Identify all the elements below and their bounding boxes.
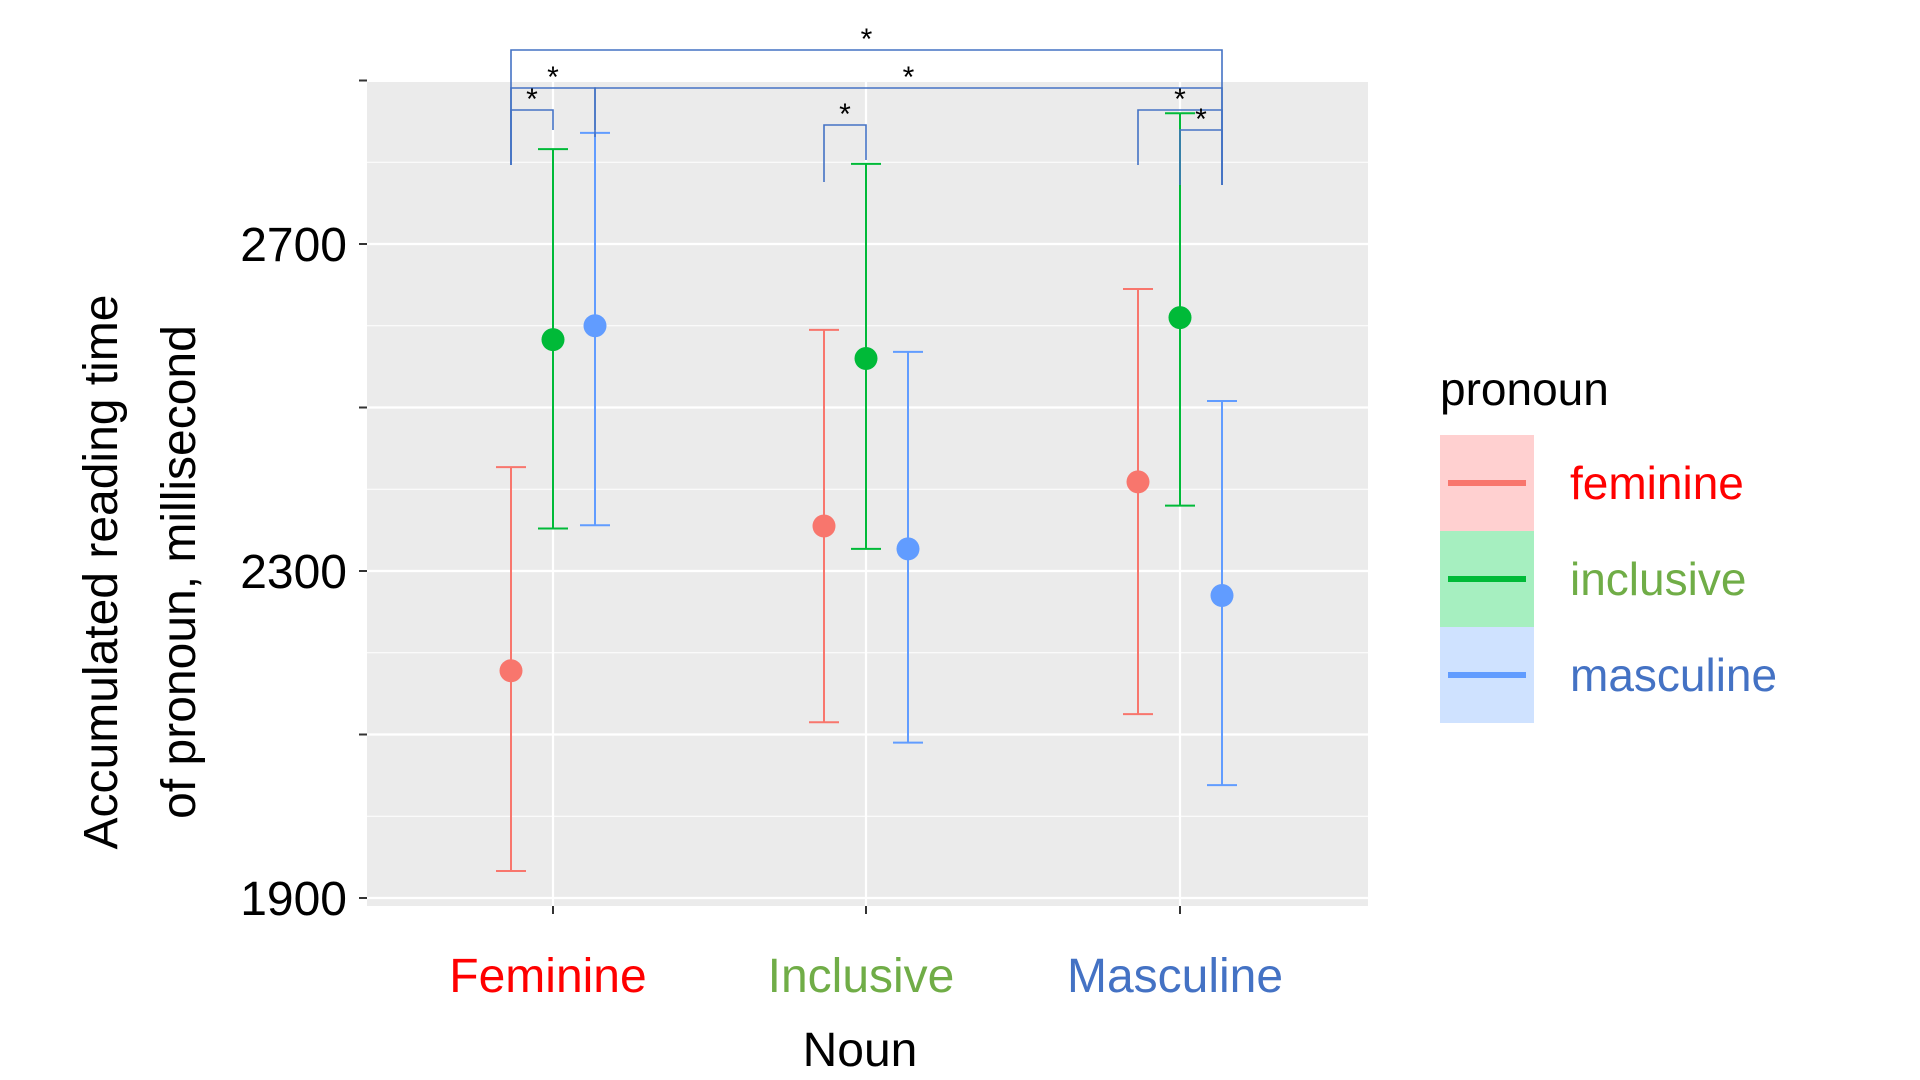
y-tick-label: 2300 — [240, 546, 347, 599]
significance-bracket — [823, 124, 867, 182]
x-tick-label: Inclusive — [768, 950, 955, 1003]
legend-label-inclusive: inclusive — [1570, 553, 1746, 605]
significance-star: * — [839, 98, 851, 131]
point-feminine — [1126, 470, 1150, 494]
significance-star: * — [526, 83, 538, 116]
point-inclusive — [1168, 306, 1192, 330]
point-masculine — [1210, 584, 1234, 608]
x-tick-label: Feminine — [449, 950, 646, 1003]
legend-title: pronoun — [1440, 363, 1609, 415]
significance-star: * — [547, 61, 559, 94]
significance-star: * — [903, 61, 915, 94]
significance-bracket — [1179, 129, 1223, 185]
significance-star: * — [1174, 83, 1186, 116]
x-tick-label: Masculine — [1067, 950, 1283, 1003]
point-feminine — [812, 514, 836, 538]
point-masculine — [583, 314, 607, 338]
legend-label-masculine: masculine — [1570, 649, 1777, 701]
y-tick-label: 2700 — [240, 219, 347, 272]
significance-bracket — [510, 109, 554, 165]
point-inclusive — [854, 346, 878, 370]
y-axis-title: Accumulated reading time of pronoun, mill… — [75, 295, 206, 850]
legend-label-feminine: feminine — [1570, 457, 1744, 509]
significance-star: * — [861, 23, 873, 56]
point-inclusive — [541, 328, 565, 352]
point-feminine — [499, 659, 523, 683]
plot-panel — [367, 82, 1368, 906]
point-masculine — [896, 537, 920, 561]
y-axis-title-line-1: Accumulated reading time — [75, 295, 128, 850]
y-tick-label: 1900 — [240, 873, 347, 926]
y-axis-title-line-2: of pronoun, millisecond — [153, 325, 206, 819]
significance-star: * — [1195, 103, 1207, 136]
x-axis-title: Noun — [803, 1024, 918, 1077]
